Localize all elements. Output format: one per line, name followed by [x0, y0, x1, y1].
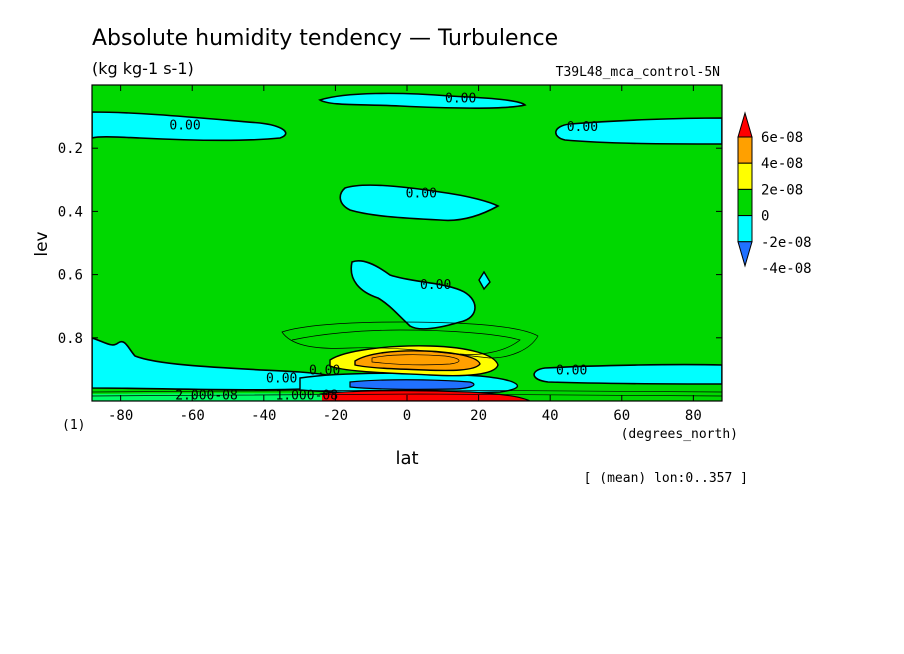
x-tick-label: 80	[685, 408, 702, 424]
x-tick-label: -20	[323, 408, 348, 424]
x-axis-label: lat	[395, 448, 418, 469]
x-tick-label: -40	[251, 408, 276, 424]
contour-label: 0.00	[567, 120, 598, 135]
colorbar-label: -4e-08	[761, 261, 812, 277]
contour-label: 1.000-08	[275, 389, 338, 404]
contour-label: 0.00	[266, 371, 297, 386]
contour-label: 0.00	[420, 278, 451, 293]
x-tick-label: -60	[180, 408, 205, 424]
y-axis-unit: (1)	[62, 418, 85, 433]
colorbar-top-arrow	[737, 111, 753, 138]
footnote: [ (mean) lon:0..357 ]	[584, 471, 748, 486]
cyan-band-right-low	[533, 363, 722, 385]
colorbar-label: 2e-08	[761, 182, 803, 198]
y-tick-label: 0.6	[58, 268, 83, 284]
y-axis-label: lev	[32, 231, 52, 256]
x-axis-unit: (degrees_north)	[621, 427, 738, 442]
cyan-region-mid-upper	[339, 184, 500, 222]
cyan-band-left-low	[92, 337, 346, 391]
cyan-region-top-left	[92, 111, 287, 142]
colorbar-box	[737, 215, 753, 243]
blue-band-equator-low	[349, 379, 475, 390]
thin-contour-lines	[92, 321, 722, 397]
contour-label: 0.00	[406, 186, 437, 201]
colorbar-label: 0	[761, 209, 769, 225]
chart-subtitle: (kg kg-1 s-1)	[92, 59, 194, 78]
cyan-region-small	[478, 270, 491, 291]
cyan-region-mid-lower	[350, 259, 476, 330]
plot-area	[92, 85, 722, 401]
experiment-label: T39L48_mca_control-5N	[556, 65, 720, 80]
chart-title: Absolute humidity tendency — Turbulence	[92, 26, 558, 51]
cyan-region-top-right	[555, 117, 722, 145]
contour-label: 0.00	[556, 363, 587, 378]
red-band-surface	[319, 390, 531, 401]
colorbar: 6e-08 4e-08 2e-08 0 -2e-08 -4e-08	[737, 111, 812, 277]
x-tick-label: 40	[542, 408, 559, 424]
x-tick-label: -80	[108, 408, 133, 424]
x-tick-label: 60	[613, 408, 630, 424]
cyan-region-top-center	[318, 92, 527, 109]
x-axis: -80 -60 -40 -20 0 20 40 60 80	[108, 85, 702, 424]
colorbar-label: 6e-08	[761, 130, 803, 146]
contour-labels: 0.00 0.00 0.00 0.00 0.00 0.00 0.00 0.00 2.000-08…	[169, 92, 598, 404]
colorbar-box	[737, 188, 753, 217]
colorbar-label: 4e-08	[761, 156, 803, 172]
x-tick-label: 0	[403, 408, 411, 424]
y-tick-label: 0.8	[58, 331, 83, 347]
y-axis: 0.2 0.4 0.6 0.8	[58, 141, 722, 347]
contour-label: 0.00	[445, 92, 476, 107]
contour-label: 0.00	[169, 119, 200, 134]
colorbar-box	[737, 136, 753, 164]
colorbar-box	[737, 162, 753, 190]
contour-label: 0.00	[309, 363, 340, 378]
colorbar-label: -2e-08	[761, 235, 812, 251]
y-tick-label: 0.2	[58, 141, 83, 157]
y-tick-label: 0.4	[58, 204, 83, 220]
x-tick-label: 20	[470, 408, 487, 424]
colorbar-bottom-arrow	[737, 241, 753, 268]
contour-label: 2.000-08	[175, 389, 238, 404]
